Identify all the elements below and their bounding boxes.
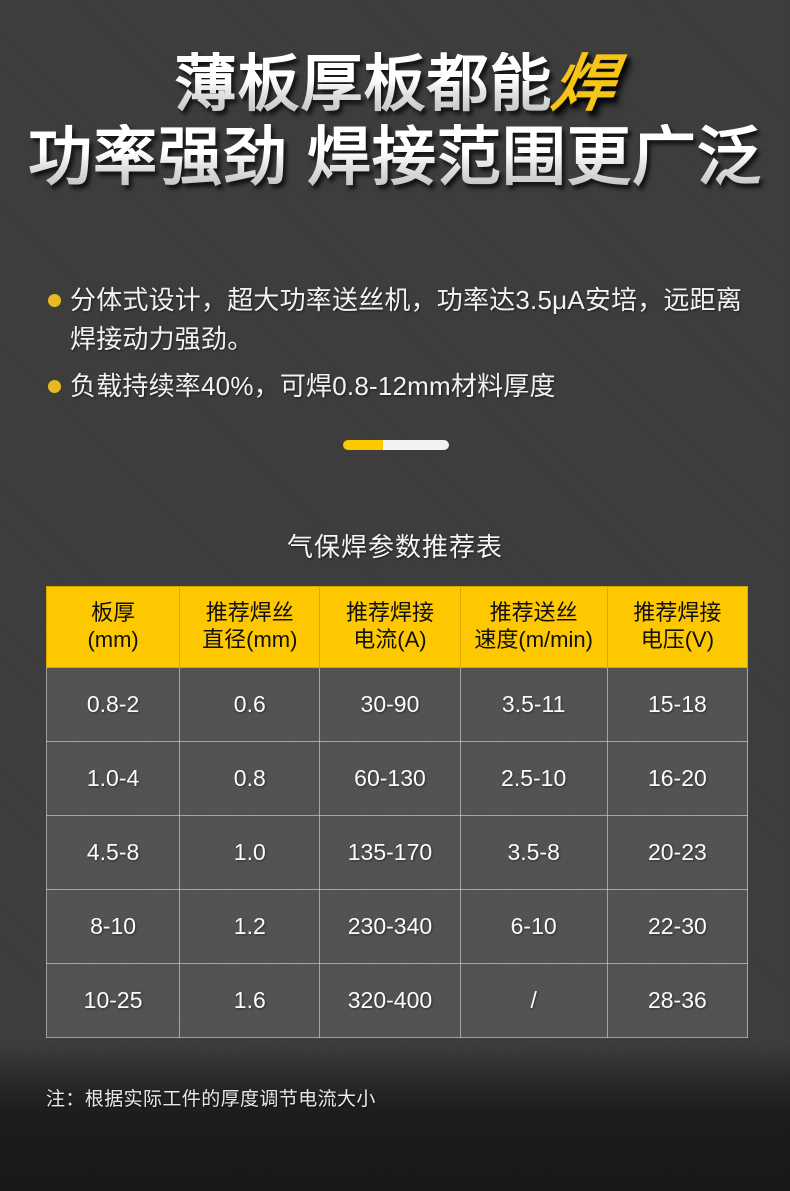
- headline-block: 薄板厚板都能焊 功率强劲 焊接范围更广泛: [0, 50, 790, 192]
- cell-plate-thickness: 10-25: [45, 962, 181, 1038]
- cell-welding-current: 60-130: [319, 740, 461, 816]
- table-header-cell-welding-current: 推荐焊接 电流(A): [319, 586, 461, 668]
- table-header-cell-wire-diameter: 推荐焊丝 直径(mm): [179, 586, 321, 668]
- divider-segment-white: [383, 440, 449, 450]
- header-line-2: 电流(A): [353, 626, 427, 652]
- headline-accent-word: 焊: [547, 50, 622, 119]
- cell-wire-feed-speed: 6-10: [459, 888, 608, 964]
- header-line-1: 板厚: [91, 600, 136, 625]
- headline-line-1: 薄板厚板都能焊: [0, 50, 790, 119]
- list-item: 分体式设计，超大功率送丝机，功率达3.5μA安培，远距离焊接动力强劲。: [48, 281, 760, 359]
- cell-welding-current: 135-170: [319, 814, 461, 890]
- cell-wire-diameter: 1.6: [179, 962, 321, 1038]
- table-footnote: 注：根据实际工件的厚度调节电流大小: [46, 1089, 376, 1110]
- cell-welding-voltage: 20-23: [606, 814, 749, 890]
- cell-wire-diameter: 0.6: [179, 666, 321, 742]
- table-header-cell-plate-thickness: 板厚 (mm): [45, 586, 181, 668]
- cell-plate-thickness: 4.5-8: [45, 814, 181, 890]
- table-row: 10-25 1.6 320-400 / 28-36: [45, 962, 749, 1038]
- cell-welding-current: 320-400: [319, 962, 461, 1038]
- header-line-2: (mm): [87, 626, 139, 652]
- headline-line-2: 功率强劲 焊接范围更广泛: [0, 123, 790, 192]
- cell-wire-diameter: 1.2: [179, 888, 321, 964]
- cell-welding-current: 230-340: [319, 888, 461, 964]
- table-row: 8-10 1.2 230-340 6-10 22-30: [45, 888, 749, 964]
- headline-line-1-main: 薄板厚板都能: [174, 50, 553, 119]
- header-line-2: 直径(mm): [202, 626, 298, 652]
- cell-wire-feed-speed: 2.5-10: [459, 740, 608, 816]
- list-item: 负载持续率40%，可焊0.8-12mm材料厚度: [48, 367, 760, 406]
- divider-segment-yellow: [343, 440, 384, 450]
- header-line-1: 推荐焊接: [633, 600, 722, 625]
- table-header-row: 板厚 (mm) 推荐焊丝 直径(mm) 推荐焊接 电流(A) 推荐送丝 速度(m…: [45, 586, 749, 668]
- cell-welding-voltage: 22-30: [606, 888, 749, 964]
- bullet-text: 负载持续率40%，可焊0.8-12mm材料厚度: [70, 371, 556, 401]
- header-line-2: 速度(m/min): [474, 626, 593, 652]
- table-title: 气保焊参数推荐表: [286, 532, 503, 562]
- cell-welding-voltage: 28-36: [606, 962, 749, 1038]
- bullet-dot-icon: [48, 380, 61, 393]
- header-line-1: 推荐送丝: [489, 600, 578, 625]
- table-row: 1.0-4 0.8 60-130 2.5-10 16-20: [45, 740, 749, 816]
- cell-plate-thickness: 1.0-4: [45, 740, 181, 816]
- section-divider: [343, 440, 449, 450]
- bullet-text: 分体式设计，超大功率送丝机，功率达3.5μA安培，远距离焊接动力强劲。: [70, 285, 743, 354]
- table-body: 0.8-2 0.6 30-90 3.5-11 15-18 1.0-4 0.8 6…: [45, 666, 749, 1038]
- welding-parameter-table: 板厚 (mm) 推荐焊丝 直径(mm) 推荐焊接 电流(A) 推荐送丝 速度(m…: [45, 586, 749, 1038]
- cell-wire-feed-speed: /: [459, 962, 608, 1038]
- cell-wire-diameter: 1.0: [179, 814, 321, 890]
- table-header-cell-welding-voltage: 推荐焊接 电压(V): [606, 586, 749, 668]
- cell-plate-thickness: 8-10: [45, 888, 181, 964]
- cell-welding-voltage: 16-20: [606, 740, 749, 816]
- cell-plate-thickness: 0.8-2: [45, 666, 181, 742]
- bullet-dot-icon: [48, 294, 61, 307]
- table-row: 0.8-2 0.6 30-90 3.5-11 15-18: [45, 666, 749, 742]
- cell-wire-diameter: 0.8: [179, 740, 321, 816]
- header-line-1: 推荐焊接: [345, 600, 434, 625]
- header-line-1: 推荐焊丝: [205, 600, 294, 625]
- table-header-cell-wire-feed-speed: 推荐送丝 速度(m/min): [459, 586, 608, 668]
- cell-welding-current: 30-90: [319, 666, 461, 742]
- cell-welding-voltage: 15-18: [606, 666, 749, 742]
- table-header: 板厚 (mm) 推荐焊丝 直径(mm) 推荐焊接 电流(A) 推荐送丝 速度(m…: [45, 586, 749, 668]
- table-row: 4.5-8 1.0 135-170 3.5-8 20-23: [45, 814, 749, 890]
- cell-wire-feed-speed: 3.5-11: [459, 666, 608, 742]
- cell-wire-feed-speed: 3.5-8: [459, 814, 608, 890]
- feature-bullet-list: 分体式设计，超大功率送丝机，功率达3.5μA安培，远距离焊接动力强劲。 负载持续…: [48, 281, 760, 406]
- header-line-2: 电压(V): [640, 626, 715, 652]
